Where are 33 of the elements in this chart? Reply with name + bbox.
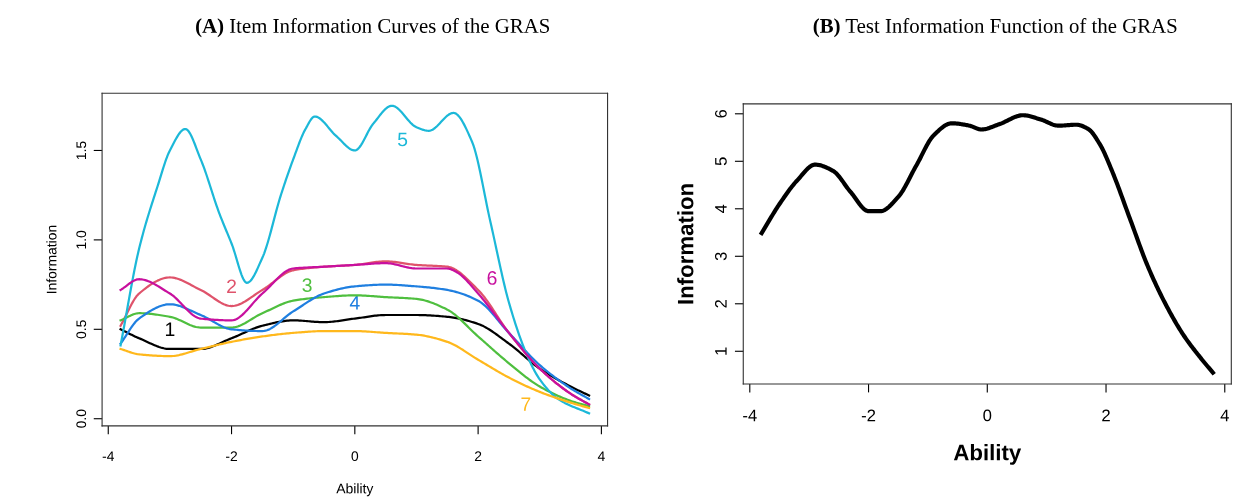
- x-tick-label: 4: [597, 451, 605, 461]
- x-tick-label: -2: [861, 409, 876, 422]
- annotation: 1: [165, 322, 175, 336]
- annotation: 6: [487, 271, 497, 285]
- y-tick-label: 0.0: [76, 409, 87, 428]
- annotation: 2: [227, 279, 236, 294]
- annotation: 3: [302, 278, 312, 293]
- y-tick-label: 0.5: [76, 320, 87, 339]
- y-axis-title: Information: [677, 184, 694, 304]
- x-axis-title: Ability: [336, 483, 374, 497]
- y-tick-label: 5: [715, 157, 727, 166]
- y-axis-title: Information: [46, 225, 57, 294]
- x-tick-label: 4: [1220, 409, 1229, 422]
- x-tick-label: 2: [1102, 409, 1110, 422]
- x-tick-label: 0: [351, 451, 359, 462]
- x-tick-label: 2: [474, 451, 482, 461]
- x-tick-label: -2: [225, 451, 238, 461]
- x-tick-label: -4: [743, 409, 757, 422]
- annotation: 5: [397, 132, 408, 147]
- x-tick-label: -4: [102, 451, 115, 461]
- x-tick-label: 0: [983, 409, 992, 422]
- y-tick-label: 1.5: [76, 141, 87, 160]
- annotation: 7: [521, 397, 531, 411]
- chart-title: (B) Test Information Function of the GRAS: [813, 18, 1177, 38]
- x-axis-title: Ability: [953, 444, 1022, 465]
- y-tick-label: 3: [714, 252, 727, 261]
- y-tick-label: 1: [715, 347, 727, 355]
- annotation: 4: [349, 296, 360, 310]
- y-tick-label: 6: [714, 109, 727, 118]
- y-tick-label: 1.0: [76, 230, 87, 249]
- y-tick-label: 4: [715, 204, 727, 214]
- y-tick-label: 2: [714, 299, 727, 308]
- chart-title: (A) Item Information Curves of the GRAS: [196, 18, 550, 38]
